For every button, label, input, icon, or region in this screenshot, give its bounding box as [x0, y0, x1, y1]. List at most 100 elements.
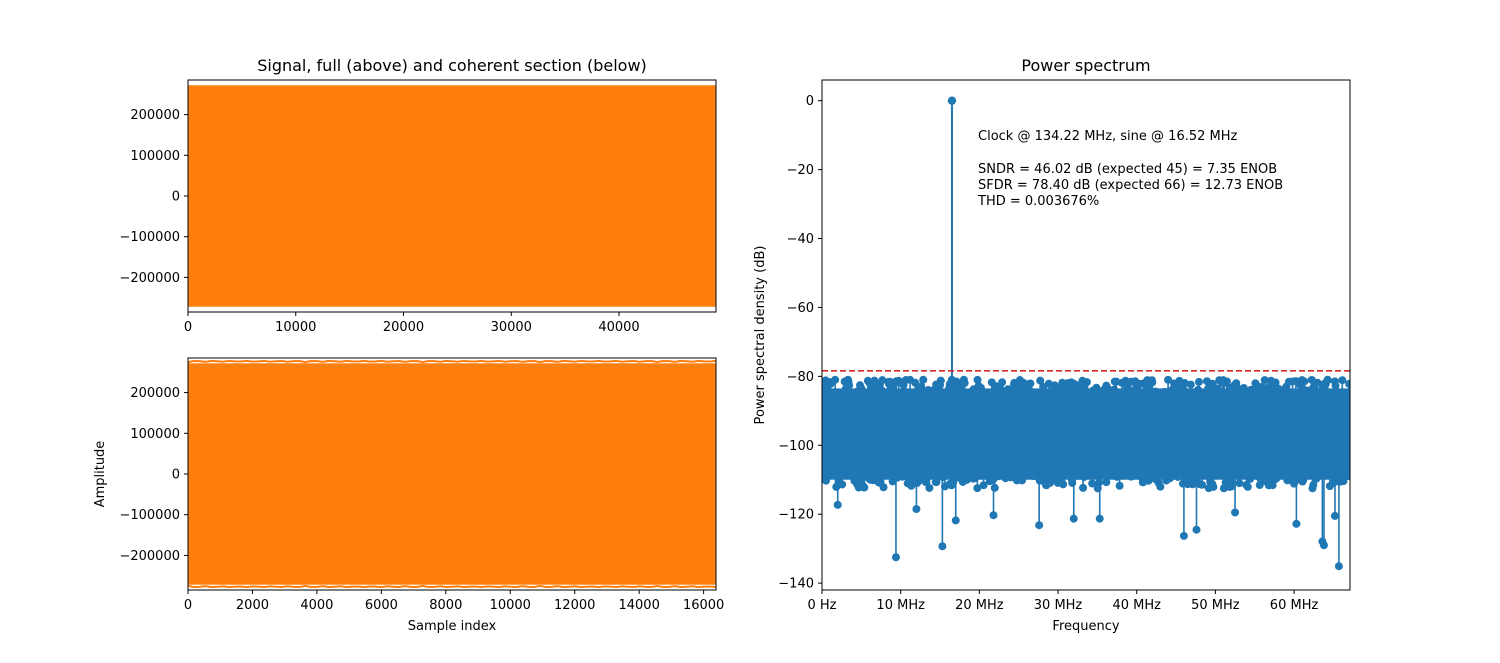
- noise-marker: [998, 378, 1007, 387]
- signal-full-y-ticks: 200000 100000 0 −100000 −200000: [119, 108, 188, 286]
- outlier-marker: [1035, 521, 1044, 530]
- signal-band: [188, 363, 716, 585]
- sample-index-axis-label: Sample index: [408, 619, 497, 634]
- noise-marker: [1260, 376, 1269, 385]
- x-tick-label: 4000: [300, 598, 333, 613]
- noise-marker: [1082, 378, 1091, 387]
- power-spectrum-title: Power spectrum: [1021, 56, 1150, 75]
- noise-marker: [979, 481, 988, 490]
- noise-marker: [1115, 481, 1124, 490]
- y-tick-label: −200000: [119, 271, 180, 286]
- outlier-marker: [1179, 531, 1188, 540]
- y-tick-label: 100000: [130, 427, 180, 442]
- noise-marker: [878, 376, 887, 385]
- x-tick-label: 20000: [383, 320, 424, 335]
- x-tick-label: 8000: [429, 598, 462, 613]
- noise-marker: [1243, 482, 1252, 491]
- spectrum-inner: [822, 96, 1350, 571]
- psd-axis-label: Power spectral density (dB): [753, 246, 768, 425]
- noise-marker: [845, 381, 854, 390]
- signal-edge-bottom: [187, 584, 717, 589]
- outlier-marker: [1292, 519, 1301, 528]
- noise-marker: [1309, 480, 1318, 489]
- noise-marker: [1036, 376, 1045, 385]
- noise-marker: [1186, 380, 1195, 389]
- x-tick-label: 30000: [491, 320, 532, 335]
- y-tick-label: −200000: [119, 549, 180, 564]
- spectrum-x-ticks: 0 Hz 10 MHz 20 MHz 30 MHz 40 MHz 50 MHz 60 MHz: [807, 590, 1318, 613]
- x-tick-label: 40 MHz: [1112, 598, 1161, 613]
- signal-coherent-x-ticks: 0 2000 4000 6000 8000 10000 12000 14000 16000: [184, 590, 724, 613]
- noise-marker: [990, 483, 999, 492]
- y-tick-label: −100: [778, 439, 814, 454]
- x-tick-label: 12000: [554, 598, 595, 613]
- signal-band: [188, 85, 716, 307]
- annotation-clock-line: Clock @ 134.22 MHz, sine @ 16.52 MHz: [978, 129, 1238, 144]
- noise-marker: [1331, 381, 1340, 390]
- x-tick-label: 30 MHz: [1034, 598, 1083, 613]
- noise-marker: [860, 483, 869, 492]
- signal-coherent-waveform: [187, 359, 717, 589]
- x-tick-label: 10000: [275, 320, 316, 335]
- noise-marker: [1338, 376, 1347, 385]
- noise-marker: [1148, 378, 1157, 387]
- x-tick-label: 10000: [490, 598, 531, 613]
- outlier-marker: [891, 553, 900, 562]
- x-tick-label: 14000: [618, 598, 659, 613]
- outlier-marker: [1231, 508, 1240, 517]
- power-spectrum-panel: Power spectrum 0 Hz 10 MHz 20 MHz 30 MHz 40 …: [753, 56, 1351, 634]
- signal-full-waveform: [188, 85, 716, 307]
- noise-marker: [921, 478, 930, 487]
- y-tick-label: 200000: [130, 108, 180, 123]
- spectrum-y-ticks: 0 −20 −40 −60 −80 −100 −120 −140: [778, 94, 822, 592]
- noise-marker: [1059, 480, 1068, 489]
- x-tick-label: 6000: [365, 598, 398, 613]
- noise-marker: [973, 375, 982, 384]
- signal-peak-marker: [947, 96, 957, 105]
- x-tick-label: 2000: [236, 598, 269, 613]
- outlier-marker: [912, 505, 921, 514]
- y-tick-label: 0: [172, 190, 180, 205]
- signal-plot-title: Signal, full (above) and coherent sectio…: [257, 56, 647, 75]
- outlier-marker: [1319, 541, 1328, 550]
- y-tick-label: 200000: [130, 386, 180, 401]
- signal-coherent-panel: 0 2000 4000 6000 8000 10000 12000 14000 16000 20…: [93, 357, 724, 634]
- noise-marker: [1323, 376, 1332, 385]
- x-tick-label: 0: [184, 598, 192, 613]
- signal-coherent-axes-frame: [187, 357, 717, 591]
- noise-marker: [1222, 377, 1231, 386]
- annotation-box: Clock @ 134.22 MHz, sine @ 16.52 MHz SND…: [977, 129, 1283, 209]
- noise-marker: [1198, 480, 1207, 489]
- noise-marker: [952, 377, 961, 386]
- noise-marker: [1208, 379, 1217, 388]
- outlier-marker: [1334, 562, 1343, 571]
- noise-marker: [1164, 375, 1173, 384]
- signal-full-panel: Signal, full (above) and coherent sectio…: [119, 56, 717, 335]
- x-tick-label: 0 Hz: [807, 598, 836, 613]
- noise-marker: [936, 376, 945, 385]
- annotation-sndr-line: SNDR = 46.02 dB (expected 45) = 7.35 ENO…: [978, 162, 1277, 177]
- noise-band: [822, 388, 1350, 480]
- x-tick-label: 40000: [598, 320, 639, 335]
- y-tick-label: 100000: [130, 149, 180, 164]
- y-tick-label: −120: [778, 508, 814, 523]
- noise-marker: [1345, 379, 1350, 388]
- outlier-marker: [938, 542, 947, 551]
- outlier-marker: [951, 516, 960, 525]
- y-tick-label: −80: [787, 370, 814, 385]
- noise-marker: [1026, 379, 1035, 388]
- signal-edge-top: [187, 359, 717, 364]
- outlier-marker: [1330, 511, 1339, 520]
- noise-marker: [1300, 377, 1309, 386]
- y-tick-label: 0: [172, 468, 180, 483]
- noise-marker: [960, 379, 969, 388]
- noise-marker: [1180, 378, 1189, 387]
- signal-coherent-y-ticks: 200000 100000 0 −100000 −200000: [119, 386, 188, 564]
- noise-marker: [1079, 483, 1088, 492]
- noise-marker: [1102, 478, 1111, 487]
- noise-marker: [1235, 479, 1244, 488]
- outlier-marker: [1192, 525, 1201, 534]
- noise-marker: [925, 483, 934, 492]
- y-tick-label: 0: [806, 94, 814, 109]
